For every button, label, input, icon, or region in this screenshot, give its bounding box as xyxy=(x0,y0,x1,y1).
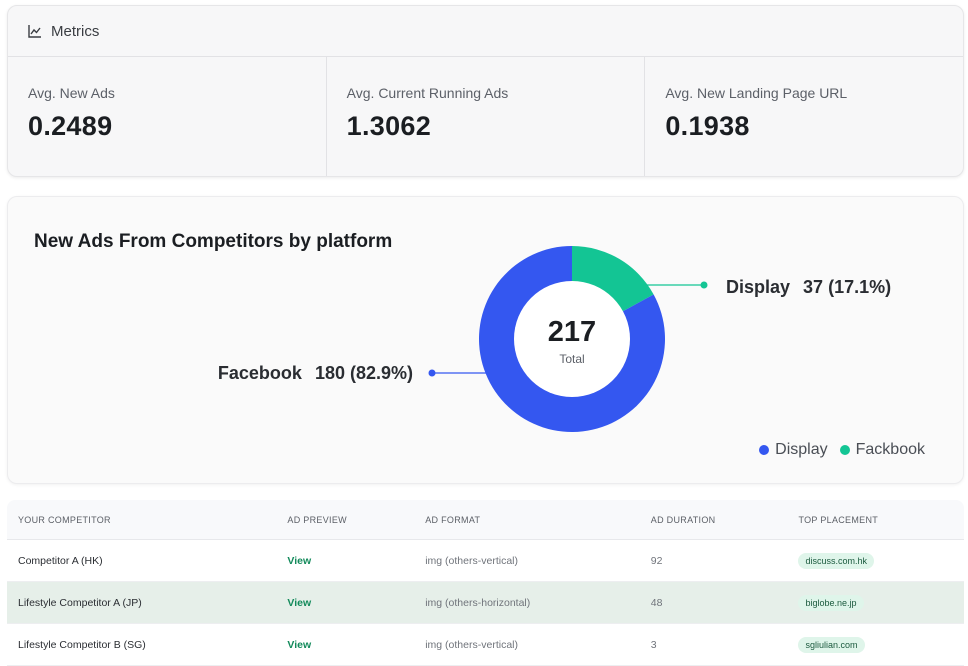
table-row[interactable]: Lifestyle Competitor B (SG) View img (ot… xyxy=(7,623,964,666)
table-row[interactable]: Competitor A (HK) View img (others-verti… xyxy=(7,539,964,582)
legend-item-facebook[interactable]: Fackbook xyxy=(839,441,925,459)
metrics-card: Metrics Avg. New Ads 0.2489 Avg. Current… xyxy=(7,5,964,177)
format-cell: img (others-vertical) xyxy=(414,539,640,582)
duration-cell: 48 xyxy=(639,581,788,624)
svg-text:Display 37 (17.1%): Display 37 (17.1%) xyxy=(726,277,891,297)
metrics-title: Metrics xyxy=(51,22,100,40)
column-header[interactable]: YOUR COMPETITOR xyxy=(7,500,277,540)
competitor-table: YOUR COMPETITOR AD PREVIEW AD FORMAT AD … xyxy=(7,500,964,666)
competitor-cell: Lifestyle Competitor B (SG) xyxy=(7,623,277,666)
placement-cell: biglobe.ne.jp xyxy=(787,581,964,624)
competitor-cell: Lifestyle Competitor A (JP) xyxy=(7,581,277,624)
view-link[interactable]: View xyxy=(276,623,415,666)
facebook-callout-name: Facebook xyxy=(218,363,303,383)
placement-badge: biglobe.ne.jp xyxy=(798,594,864,611)
display-callout-value: 37 (17.1%) xyxy=(803,277,891,297)
metric-new-ads: Avg. New Ads 0.2489 xyxy=(8,57,327,176)
legend-label: Fackbook xyxy=(855,441,925,458)
metric-running-ads: Avg. Current Running Ads 1.3062 xyxy=(327,57,646,176)
column-header[interactable]: TOP PLACEMENT xyxy=(787,500,964,540)
chart-card: New Ads From Competitors by platform 217… xyxy=(7,196,964,484)
legend-dot xyxy=(759,445,770,455)
chart-legend: Display Fackbook xyxy=(747,441,925,459)
facebook-callout-value: 180 (82.9%) xyxy=(315,363,413,383)
display-callout-name: Display xyxy=(726,277,790,297)
placement-badge: sgliulian.com xyxy=(798,636,865,653)
metrics-header: Metrics xyxy=(8,6,963,57)
metric-value: 1.3062 xyxy=(346,111,432,141)
metric-label: Avg. Current Running Ads xyxy=(346,85,509,101)
donut-hole xyxy=(514,281,630,397)
column-header[interactable]: AD DURATION xyxy=(639,500,788,540)
metric-value: 0.2489 xyxy=(28,111,113,141)
display-leader-dot xyxy=(700,281,708,289)
column-header[interactable]: AD PREVIEW xyxy=(276,500,415,540)
total-label: Total xyxy=(559,352,584,366)
view-link[interactable]: View xyxy=(276,539,415,582)
competitor-cell: Competitor A (HK) xyxy=(7,539,277,582)
column-header[interactable]: AD FORMAT xyxy=(414,500,640,540)
table-row[interactable]: Lifestyle Competitor A (JP) View img (ot… xyxy=(7,581,964,624)
metrics-row: Avg. New Ads 0.2489 Avg. Current Running… xyxy=(8,57,963,176)
placement-cell: sgliulian.com xyxy=(787,623,964,666)
facebook-leader-dot xyxy=(428,369,436,377)
table-header-row: YOUR COMPETITOR AD PREVIEW AD FORMAT AD … xyxy=(7,500,964,540)
format-cell: img (others-vertical) xyxy=(414,623,640,666)
total-value: 217 xyxy=(548,316,596,348)
placement-cell: discuss.com.hk xyxy=(787,539,964,582)
donut-chart: 217 Total Display 37 (17.1%) Facebook 18… xyxy=(218,246,891,432)
placement-badge: discuss.com.hk xyxy=(798,552,874,569)
legend-dot xyxy=(839,445,850,455)
legend-item-display[interactable]: Display xyxy=(759,441,828,459)
view-link[interactable]: View xyxy=(276,581,415,624)
chart-title: New Ads From Competitors by platform xyxy=(34,231,393,252)
metric-value: 0.1938 xyxy=(665,111,750,141)
format-cell: img (others-horizontal) xyxy=(414,581,640,624)
svg-text:Facebook 180 (82.9%): Facebook 180 (82.9%) xyxy=(218,363,413,383)
line-chart-icon xyxy=(28,25,41,38)
metric-label: Avg. New Ads xyxy=(28,85,115,101)
duration-cell: 3 xyxy=(639,623,788,666)
metric-label: Avg. New Landing Page URL xyxy=(665,85,848,101)
metric-landing-url: Avg. New Landing Page URL 0.1938 xyxy=(645,57,963,176)
duration-cell: 92 xyxy=(639,539,788,582)
legend-label: Display xyxy=(775,441,828,458)
